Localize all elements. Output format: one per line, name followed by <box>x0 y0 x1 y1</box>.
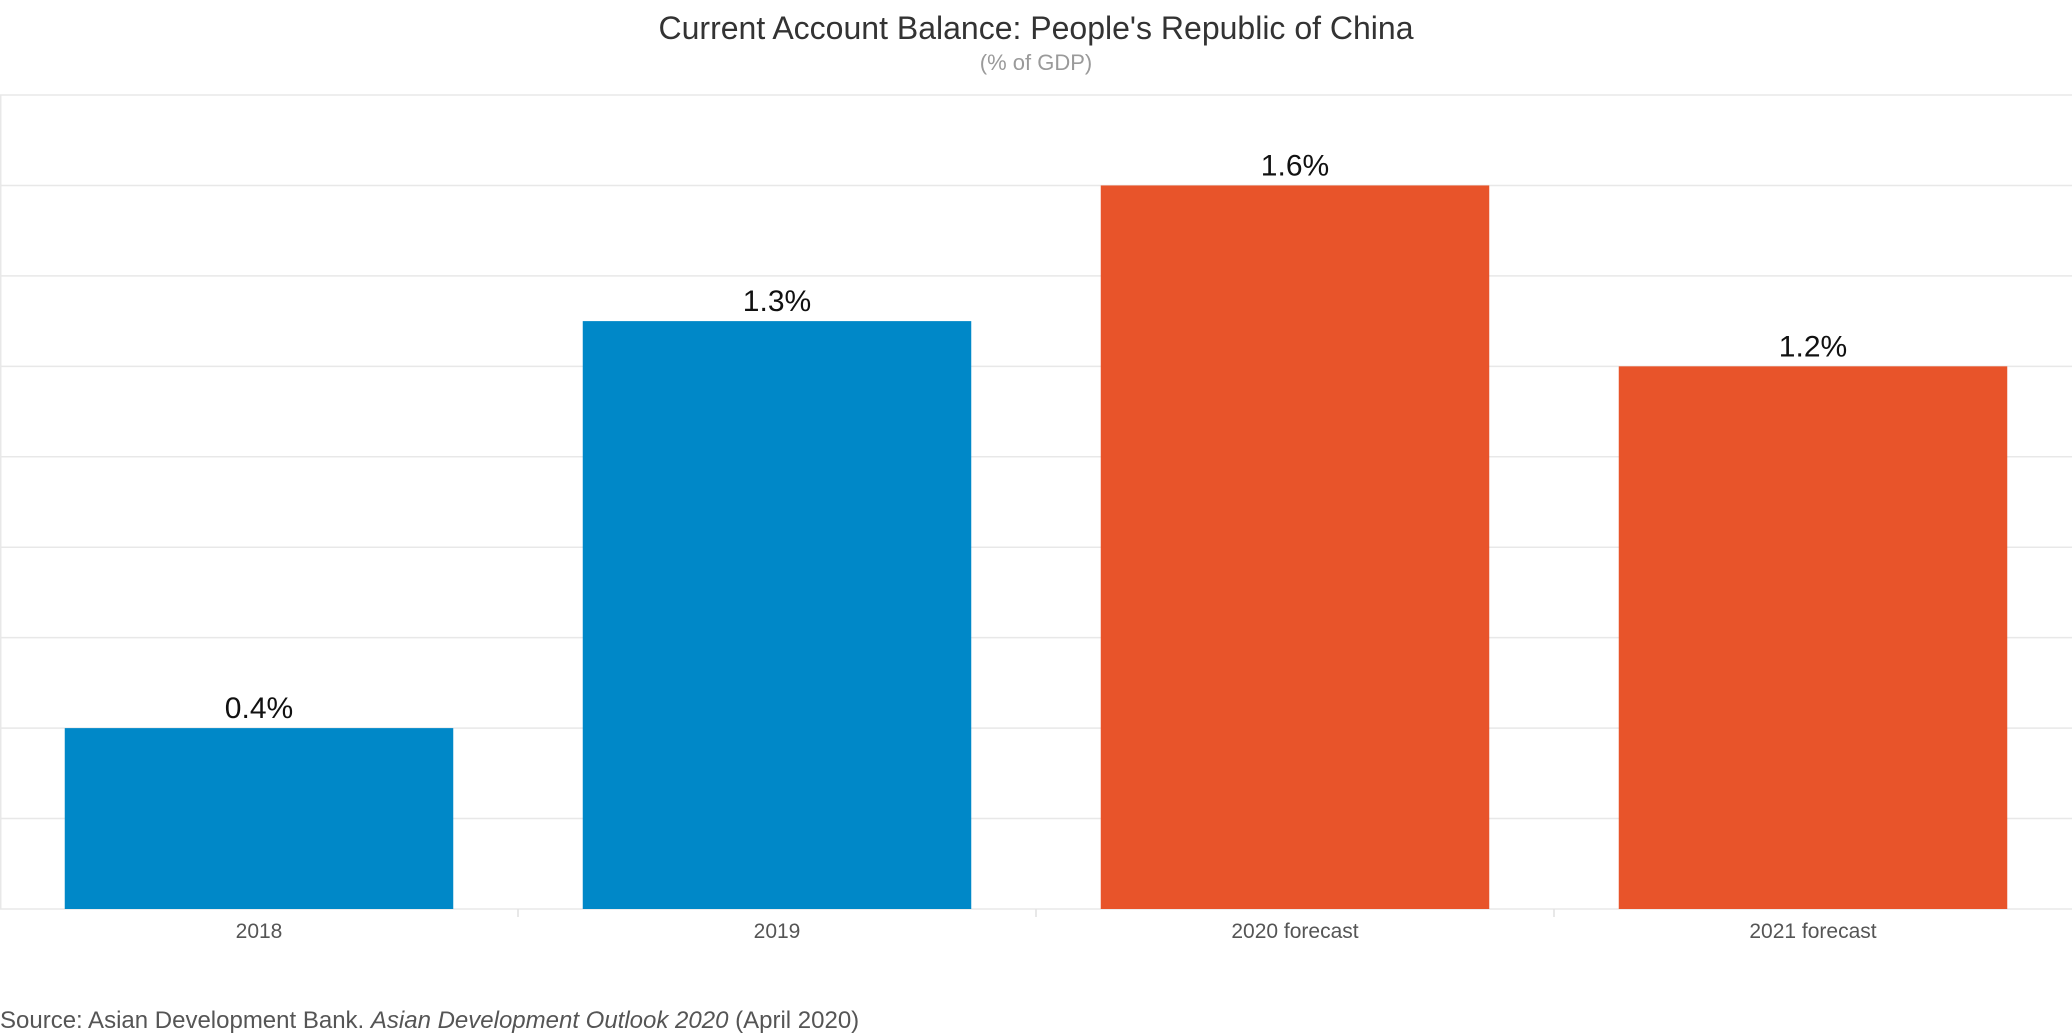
data-label: 1.2% <box>1779 330 1847 363</box>
x-tick-label: 2019 <box>754 920 801 943</box>
x-tick-label: 2021 forecast <box>1749 920 1876 943</box>
data-label: 0.4% <box>225 692 293 725</box>
source-prefix: Source: Asian Development Bank. <box>0 1007 371 1034</box>
x-axis: 2018 2019 2020 forecast 2021 forecast <box>236 909 1877 943</box>
chart-title: Current Account Balance: People's Republ… <box>658 10 1414 46</box>
bar <box>582 321 972 910</box>
x-tick-label: 2020 forecast <box>1231 920 1358 943</box>
data-label: 1.6% <box>1261 149 1329 182</box>
bar <box>1100 185 1490 909</box>
source-suffix: (April 2020) <box>728 1007 860 1034</box>
bars <box>64 185 2008 910</box>
x-tick-label: 2018 <box>236 920 283 943</box>
data-labels: 0.4% 1.3% 1.6% 1.2% <box>225 149 1847 725</box>
chart-subtitle: (% of GDP) <box>979 50 1093 75</box>
data-label: 1.3% <box>743 285 811 318</box>
bar-chart: 0.4%1.3%1.6%1.2% 2018 2019 2020 forecast 20… <box>0 94 2072 943</box>
source-publication: Asian Development Outlook 2020 <box>370 1007 729 1034</box>
bar <box>64 728 454 909</box>
bar <box>1618 366 2008 909</box>
source-note: Source: Asian Development Bank. Asian De… <box>0 1007 859 1035</box>
